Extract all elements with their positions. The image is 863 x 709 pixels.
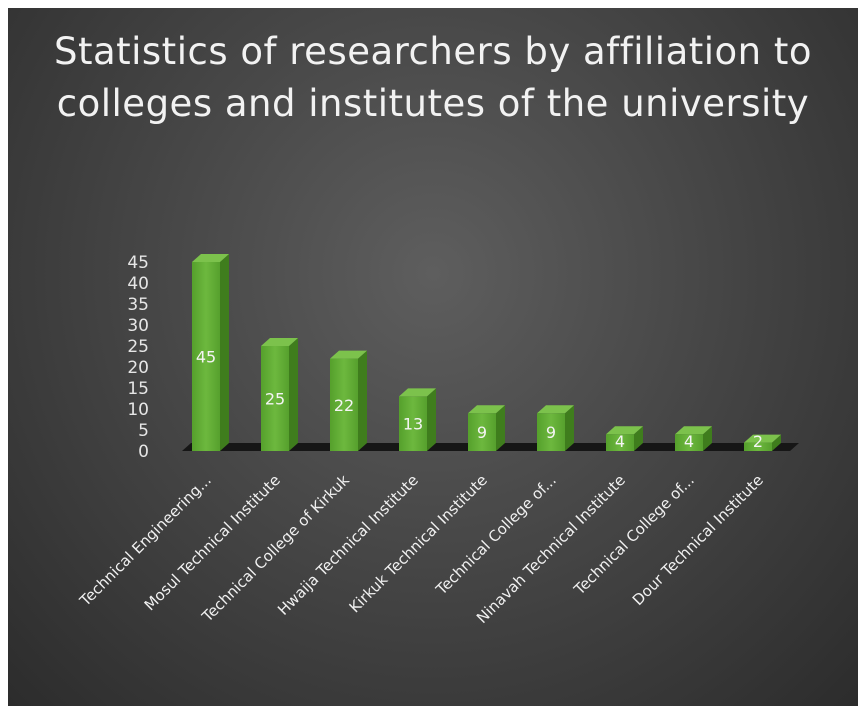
bar-side: [427, 388, 436, 451]
y-tick-label: 15: [127, 379, 149, 399]
bar-side: [703, 426, 712, 451]
bar-top: [675, 426, 712, 435]
bar-top: [330, 350, 367, 359]
x-category-label: Kirkuk Technical Institute: [346, 471, 491, 616]
y-tick-label: 35: [127, 295, 149, 315]
bar: [468, 413, 496, 451]
data-label: 25: [265, 390, 285, 409]
y-tick-label: 25: [127, 337, 149, 357]
bar-group: 13: [399, 388, 436, 451]
bar-top: [261, 338, 298, 346]
bar-top: [537, 405, 574, 414]
data-label: 9: [546, 423, 556, 442]
x-category-label: Dour Technical Institute: [629, 471, 767, 609]
data-label: 9: [477, 423, 487, 442]
y-tick-label: 45: [127, 253, 149, 273]
bar-side: [358, 350, 367, 451]
bar-group: 22: [330, 350, 367, 451]
data-label: 45: [196, 348, 216, 367]
bar: [744, 442, 772, 451]
chart-title: Statistics of researchers by affiliation…: [53, 30, 813, 125]
bar: [192, 262, 220, 451]
data-label: 2: [753, 432, 763, 451]
y-tick-label: 30: [127, 316, 149, 336]
bar-side: [220, 254, 229, 451]
x-category-label: Mosul Technical Institute: [141, 471, 284, 614]
bar-side: [289, 338, 298, 451]
bar-group: 9: [468, 405, 505, 451]
bar-side: [496, 405, 505, 451]
bar: [537, 413, 565, 451]
y-tick-label: 5: [138, 421, 149, 441]
bar-top: [399, 388, 436, 397]
x-category-label: Technical College of...: [570, 471, 698, 599]
bar-group: 2: [744, 432, 781, 451]
bar-top: [744, 434, 781, 443]
bar: [606, 434, 634, 451]
bar: [675, 434, 703, 451]
bar-top: [468, 405, 505, 414]
bar-group: 4: [606, 426, 643, 451]
bar: [330, 358, 358, 451]
bar: [399, 396, 427, 451]
bar-top: [606, 426, 643, 435]
bar-group: 4: [675, 426, 712, 451]
bar-group: 9: [537, 405, 574, 451]
y-tick-label: 20: [127, 358, 149, 378]
bar-side: [565, 405, 574, 451]
x-category-label: Hwaija Technical Institute: [274, 471, 422, 619]
bar-side: [634, 426, 643, 451]
bar-top: [192, 254, 229, 262]
data-label: 13: [403, 415, 423, 434]
data-label: 4: [615, 432, 625, 451]
bar-side: [772, 434, 781, 451]
data-label: 4: [684, 432, 694, 451]
y-tick-label: 40: [127, 274, 149, 294]
y-tick-label: 10: [127, 400, 149, 420]
bar: [261, 346, 289, 451]
y-tick-label: 0: [138, 442, 149, 462]
data-label: 22: [334, 396, 354, 415]
x-category-label: Technical College of Kirkuk: [198, 471, 353, 626]
x-category-label: Technical Engineering...: [76, 471, 215, 610]
bar-group: 45: [192, 254, 229, 451]
bar-group: 25: [261, 338, 298, 451]
x-category-label: Technical College of...: [432, 471, 560, 599]
x-category-label: Ninavah Technical Institute: [473, 471, 629, 627]
chart-frame: Statistics of researchers by affiliation…: [8, 8, 858, 706]
